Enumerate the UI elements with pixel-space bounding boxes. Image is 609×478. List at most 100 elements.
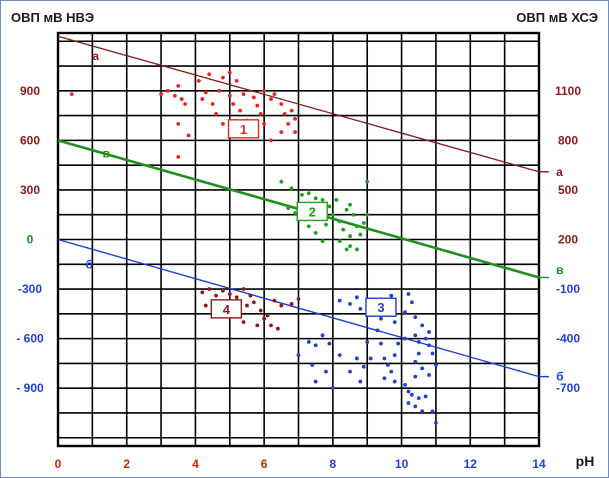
data-point-2 [337,219,342,224]
data-point-4 [221,288,225,293]
data-point-4 [203,303,208,308]
data-point-3 [434,363,438,367]
data-point-2 [334,197,339,202]
group-label-3: 3 [377,300,384,315]
data-point-1 [234,79,239,83]
data-point-2 [279,179,284,184]
data-point-3 [413,359,418,364]
data-point-1 [176,155,181,159]
data-point-3 [324,369,328,374]
data-point-4 [241,320,246,324]
data-point-3 [310,363,315,367]
data-point-3 [379,341,383,346]
data-point-2 [358,232,363,237]
data-point-1 [172,93,177,98]
right-tick-label: 1100 [555,84,581,98]
data-point-1 [272,92,277,97]
data-point-1 [255,103,260,108]
data-point-3 [434,420,438,425]
group-box-3 [365,297,397,317]
group-label-1: 1 [240,122,247,137]
left-tick-label: -300 [18,282,42,296]
left-tick-label: - 900 [16,381,44,395]
line-label: в [103,147,110,161]
x-axis-label: pH [576,453,595,469]
data-point-1 [262,121,267,126]
data-point-4 [251,300,256,305]
data-point-1 [221,121,225,126]
data-point-4 [289,302,294,306]
data-point-1 [69,92,74,97]
data-point-3 [403,382,407,387]
data-point-1 [203,90,208,95]
data-point-3 [396,341,401,346]
data-point-3 [313,343,318,348]
data-point-2 [293,211,297,215]
data-point-4 [227,292,232,296]
data-point-3 [375,328,380,333]
data-point-3 [409,392,414,397]
data-point-3 [420,323,425,328]
data-point-3 [423,394,428,399]
data-point-4 [241,287,246,291]
right-tick-label: 200 [558,233,578,247]
data-point-3 [430,351,435,356]
x-tick-label: 12 [464,457,478,471]
data-point-3 [306,340,311,344]
data-point-2 [313,230,318,235]
data-point-2 [344,207,349,212]
data-point-1 [282,112,287,116]
data-point-3 [320,333,325,338]
data-point-2 [365,212,370,217]
data-point-4 [269,323,273,328]
data-point-4 [272,298,277,303]
data-point-1 [269,97,273,101]
line-label: а [556,165,563,179]
data-point-3 [361,364,366,369]
data-point-3 [406,389,411,394]
line-label: в [556,263,563,277]
data-point-1 [251,95,256,100]
data-point-3 [348,302,352,306]
x-tick-label: 0 [55,457,62,471]
data-point-2 [355,224,359,229]
data-point-1 [238,108,242,113]
left-tick-label: 900 [20,84,40,98]
line-label: а [92,49,99,63]
data-point-2 [306,224,311,229]
data-point-3 [409,300,414,305]
data-point-3 [427,343,431,348]
data-point-1 [262,88,267,93]
data-point-4 [200,290,205,295]
data-point-1 [279,130,284,135]
data-point-2 [324,222,328,227]
reference-line-б [57,238,540,378]
data-point-3 [348,369,352,374]
data-point-2 [320,197,325,202]
left-tick-label: 0 [27,233,34,247]
data-point-3 [416,396,421,400]
reference-line-а [57,35,540,173]
group-box-4 [210,299,243,319]
left-axis-title: ОВП мВ НВЭ [11,10,95,25]
data-point-2 [341,227,346,232]
data-point-1 [279,102,284,106]
data-point-2 [361,221,366,225]
data-point-1 [214,112,218,116]
data-point-3 [392,320,397,324]
left-tick-label: 600 [20,133,40,147]
data-point-3 [382,356,387,361]
data-point-2 [337,239,342,244]
data-point-3 [327,341,332,346]
data-point-3 [389,369,394,374]
data-point-1 [221,75,225,80]
data-point-1 [227,93,232,98]
data-point-1 [176,121,181,126]
data-point-2 [344,247,349,252]
data-point-3 [430,409,435,414]
x-tick-label: 6 [261,457,268,471]
data-point-3 [337,353,342,358]
data-point-4 [234,295,239,300]
data-point-3 [355,356,359,361]
